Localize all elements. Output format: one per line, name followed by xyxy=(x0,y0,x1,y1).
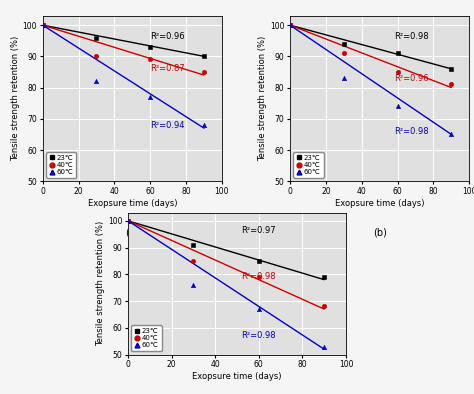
Y-axis label: Tensile strength retention (%): Tensile strength retention (%) xyxy=(258,36,267,161)
Point xyxy=(320,344,328,350)
Point xyxy=(447,66,455,72)
Legend: 23℃, 40℃, 60℃: 23℃, 40℃, 60℃ xyxy=(293,152,324,178)
Point xyxy=(255,274,263,280)
Point xyxy=(124,217,132,224)
Point xyxy=(39,22,46,28)
Point xyxy=(255,306,263,312)
Y-axis label: Tensile strength retention (%): Tensile strength retention (%) xyxy=(11,36,20,161)
Legend: 23℃, 40℃, 60℃: 23℃, 40℃, 60℃ xyxy=(131,325,162,351)
X-axis label: Exopsure time (days): Exopsure time (days) xyxy=(192,372,282,381)
Point xyxy=(340,75,347,81)
Point xyxy=(146,56,154,63)
Text: R²=0.96: R²=0.96 xyxy=(150,32,185,41)
Text: R²=0.98: R²=0.98 xyxy=(241,273,276,281)
Point xyxy=(447,131,455,138)
Point xyxy=(146,44,154,50)
X-axis label: Exopsure time (days): Exopsure time (days) xyxy=(335,199,424,208)
Text: R²=0.97: R²=0.97 xyxy=(241,226,276,235)
Point xyxy=(124,217,132,224)
Point xyxy=(92,78,100,84)
Point xyxy=(146,94,154,100)
Point xyxy=(124,217,132,224)
X-axis label: Exopsure time (days): Exopsure time (days) xyxy=(88,199,177,208)
Point xyxy=(200,69,208,75)
Point xyxy=(200,122,208,128)
Text: R²=0.98: R²=0.98 xyxy=(394,127,428,136)
Text: (b): (b) xyxy=(373,228,387,238)
Text: (a): (a) xyxy=(126,228,139,238)
Point xyxy=(190,282,197,288)
Point xyxy=(39,22,46,28)
Text: R²=0.94: R²=0.94 xyxy=(150,121,185,130)
Point xyxy=(447,81,455,87)
Text: R²=0.96: R²=0.96 xyxy=(394,74,428,83)
Legend: 23℃, 40℃, 60℃: 23℃, 40℃, 60℃ xyxy=(46,152,76,178)
Point xyxy=(39,22,46,28)
Point xyxy=(190,258,197,264)
Point xyxy=(200,53,208,59)
Point xyxy=(320,274,328,280)
Point xyxy=(286,22,294,28)
Point xyxy=(320,303,328,310)
Point xyxy=(394,50,401,56)
Point xyxy=(92,53,100,59)
Point xyxy=(190,242,197,248)
Y-axis label: Tensile strength retention (%): Tensile strength retention (%) xyxy=(96,221,105,346)
Point xyxy=(92,34,100,41)
Point xyxy=(340,50,347,56)
Point xyxy=(340,41,347,47)
Text: R²=0.98: R²=0.98 xyxy=(241,331,276,340)
Point xyxy=(286,22,294,28)
Text: R²=0.87: R²=0.87 xyxy=(150,64,185,73)
Point xyxy=(286,22,294,28)
Point xyxy=(394,103,401,110)
Point xyxy=(255,258,263,264)
Point xyxy=(394,69,401,75)
Text: R²=0.98: R²=0.98 xyxy=(394,32,428,41)
